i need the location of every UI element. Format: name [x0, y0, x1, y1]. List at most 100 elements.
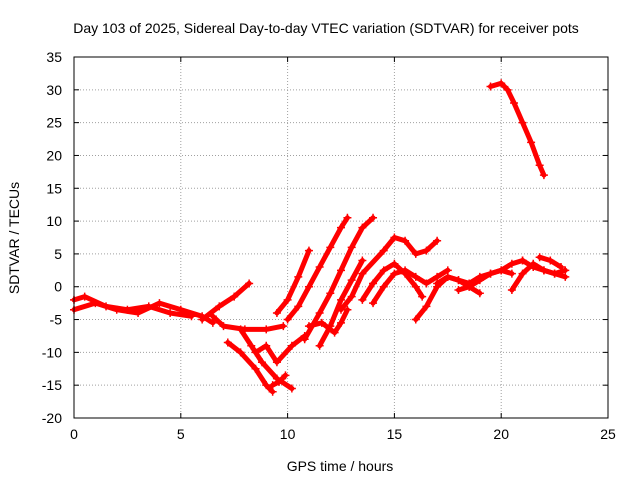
data-point [433, 236, 442, 245]
data-point [236, 325, 245, 334]
data-point [155, 299, 164, 308]
data-series-sat-08 [268, 371, 290, 390]
data-point [411, 282, 420, 291]
data-point [411, 315, 420, 324]
data-point [144, 302, 153, 311]
data-point [557, 263, 566, 272]
data-point [187, 312, 196, 321]
data-point [358, 223, 367, 232]
data-series-sat-10 [283, 213, 352, 324]
series-trace [274, 248, 312, 316]
data-point [358, 269, 367, 278]
data-point [535, 161, 544, 170]
data-point [561, 266, 570, 275]
data-point [418, 292, 427, 301]
y-tick-label: 5 [54, 246, 62, 262]
data-point [262, 341, 271, 350]
axis-ticks: 0 5 10 15 20 25 -20 -15 -10 -5 0 5 10 15 20 25 30 35 [42, 49, 616, 442]
data-point [272, 308, 281, 317]
data-series-sat-15 [358, 259, 427, 304]
data-point [401, 266, 410, 275]
data-point [251, 348, 260, 357]
plot-area [70, 79, 570, 396]
data-series-sat-22 [535, 253, 566, 272]
data-point [315, 341, 324, 350]
data-point [475, 289, 484, 298]
data-point [518, 269, 527, 278]
data-point [379, 266, 388, 275]
data-point [236, 348, 245, 357]
data-point [546, 256, 555, 265]
data-point [518, 256, 527, 265]
x-tick-label: 5 [177, 426, 185, 442]
data-point [379, 282, 388, 291]
data-point [433, 279, 442, 288]
data-point [465, 282, 474, 291]
data-series-sat-04 [208, 312, 288, 334]
data-point [287, 341, 296, 350]
data-point [245, 279, 254, 288]
data-point [281, 371, 290, 380]
data-point [539, 171, 548, 180]
data-point [347, 276, 356, 285]
data-point [535, 253, 544, 262]
data-point [337, 305, 345, 314]
data-point [304, 246, 313, 255]
data-point [401, 236, 410, 245]
data-point [486, 269, 495, 278]
data-point [215, 302, 224, 311]
data-point [369, 213, 378, 222]
data-point [358, 256, 367, 265]
data-point [379, 246, 388, 255]
data-point [80, 292, 89, 301]
data-point [300, 335, 309, 344]
y-tick-label: -10 [42, 344, 62, 360]
data-point [326, 289, 335, 298]
data-series-sat-03 [198, 279, 254, 324]
data-point [330, 328, 339, 337]
x-tick-label: 20 [493, 426, 509, 442]
data-point [454, 286, 463, 295]
data-point [527, 138, 536, 147]
y-tick-label: 35 [46, 49, 62, 65]
data-series-sat-13 [304, 305, 352, 337]
data-point [507, 286, 516, 295]
data-point [518, 118, 527, 127]
data-point [262, 325, 271, 334]
data-point [283, 295, 292, 304]
data-point [294, 272, 303, 281]
data-series-sat-09 [272, 246, 313, 317]
data-point [208, 312, 217, 321]
data-point [475, 276, 484, 285]
plot-frame [73, 56, 609, 419]
data-point [272, 358, 281, 367]
series-trace [488, 80, 547, 178]
data-point [390, 233, 399, 242]
data-point [102, 302, 111, 311]
data-point [283, 315, 292, 324]
data-point [390, 269, 399, 278]
y-tick-label: 25 [46, 115, 62, 131]
data-series-sat-12 [315, 256, 367, 350]
data-point [347, 243, 356, 252]
y-tick-label: -15 [42, 377, 62, 393]
y-tick-label: 0 [54, 279, 62, 295]
data-point [507, 259, 516, 268]
data-point [223, 338, 232, 347]
data-series-sat-11 [300, 213, 378, 344]
data-point [123, 305, 132, 314]
data-point [317, 318, 326, 327]
data-point [337, 295, 345, 304]
data-point [486, 82, 495, 91]
data-point [454, 276, 463, 285]
data-point [304, 322, 313, 331]
data-point [315, 263, 324, 272]
y-tick-label: 20 [46, 147, 62, 163]
data-point [510, 98, 519, 107]
data-series-sat-21 [507, 259, 570, 295]
data-point [287, 384, 296, 393]
x-tick-label: 25 [600, 426, 616, 442]
x-tick-label: 15 [387, 426, 403, 442]
